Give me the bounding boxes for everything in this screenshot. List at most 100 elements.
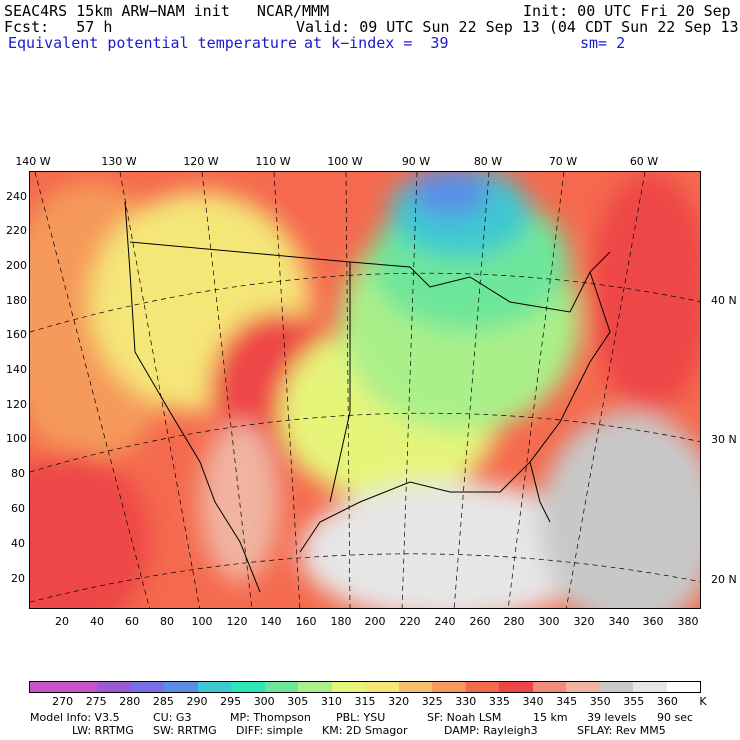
colorbar-label: 290 [186, 695, 208, 708]
colorbar-label: 315 [354, 695, 376, 708]
map-field [30, 172, 700, 608]
colorbar-label: 340 [522, 695, 544, 708]
colorbar-segment [432, 682, 466, 692]
y-tick: 80 [11, 467, 25, 480]
model-title: SEAC4RS 15km ARW−NAM init NCAR/MMM [4, 2, 330, 20]
theta-e-map [29, 171, 701, 609]
x-tick: 80 [160, 615, 174, 628]
colorbar-label: 330 [455, 695, 477, 708]
y-tick: 40 [11, 537, 25, 550]
init-time: Init: 00 UTC Fri 20 Sep 13 [523, 2, 740, 20]
atlantic-gray [540, 412, 700, 608]
x-tick: 380 [677, 615, 699, 628]
x-tick: 60 [125, 615, 139, 628]
lon-label: 100 W [327, 155, 363, 168]
colorbar-segment [599, 682, 633, 692]
colorbar-segment [63, 682, 97, 692]
x-tick: 360 [642, 615, 664, 628]
colorbar-segment [666, 682, 700, 692]
lat-label: 30 N [711, 433, 737, 446]
shortwave-scheme: SW: RRTMG [153, 724, 217, 737]
colorbar-segment [633, 682, 667, 692]
y-tick: 100 [6, 432, 27, 445]
lon-label: 110 W [255, 155, 291, 168]
colorbar-segment [398, 682, 432, 692]
forecast-hour: Fcst: 57 h [4, 18, 113, 36]
colorbar-label: 320 [388, 695, 410, 708]
x-tick: 340 [608, 615, 630, 628]
surface-scheme: SF: Noah LSM [427, 711, 502, 724]
x-tick: 180 [330, 615, 352, 628]
colorbar-label: 285 [152, 695, 174, 708]
atlantic-red [590, 172, 700, 412]
mexico-pink [200, 422, 280, 582]
colorbar-unit: K [699, 695, 707, 708]
colorbar-label: 280 [119, 695, 141, 708]
y-tick: 180 [6, 294, 27, 307]
colorbar-label: 360 [656, 695, 678, 708]
valid-time: Valid: 09 UTC Sun 22 Sep 13 (04 CDT Sun … [296, 18, 740, 36]
y-tick: 140 [6, 363, 27, 376]
x-tick: 220 [399, 615, 421, 628]
y-tick: 220 [6, 224, 27, 237]
x-tick: 120 [226, 615, 248, 628]
colorbar-label: 350 [589, 695, 611, 708]
graticule [30, 172, 700, 608]
y-tick: 240 [6, 190, 27, 203]
colorbar [29, 681, 701, 693]
vertical-levels: 39 levels [587, 711, 637, 724]
lon-label: 140 W [15, 155, 51, 168]
colorbar-segment [264, 682, 298, 692]
x-tick: 280 [503, 615, 525, 628]
colorbar-label: 310 [320, 695, 342, 708]
x-tick: 200 [364, 615, 386, 628]
canada-blue [410, 172, 490, 217]
colorbar-label: 355 [623, 695, 645, 708]
y-tick: 60 [11, 502, 25, 515]
colorbar-label: 300 [253, 695, 275, 708]
x-tick: 100 [191, 615, 213, 628]
x-tick: 160 [295, 615, 317, 628]
x-tick: 300 [538, 615, 560, 628]
colorbar-label: 270 [52, 695, 74, 708]
x-tick: 240 [434, 615, 456, 628]
x-tick: 140 [260, 615, 282, 628]
colorbar-segment [365, 682, 399, 692]
colorbar-label: 275 [85, 695, 107, 708]
colorbar-segment [30, 682, 64, 692]
level-info: at k−index = 39 [304, 34, 449, 52]
colorbar-segment [130, 682, 164, 692]
pbl-scheme: PBL: YSU [336, 711, 386, 724]
colorbar-segment [197, 682, 231, 692]
y-tick: 200 [6, 259, 27, 272]
colorbar-label: 335 [488, 695, 510, 708]
microphysics-scheme: MP: Thompson [230, 711, 311, 724]
colorbar-segment [465, 682, 499, 692]
colorbar-segment [231, 682, 265, 692]
field-name: Equivalent potential temperature [8, 34, 297, 52]
lon-label: 80 W [473, 155, 503, 168]
colorbar-segment [532, 682, 566, 692]
lon-label: 130 W [101, 155, 137, 168]
colorbar-label: 325 [421, 695, 443, 708]
model-info: Model Info: V3.5 [30, 711, 120, 724]
diffusion-option: DIFF: simple [236, 724, 304, 737]
colorbar-segment [499, 682, 533, 692]
y-tick: 20 [11, 572, 25, 585]
y-tick: 120 [6, 398, 27, 411]
colorbar-label: 305 [287, 695, 309, 708]
smoothing-info: sm= 2 [580, 34, 626, 52]
lat-label: 20 N [711, 573, 737, 586]
pacific-hot [30, 452, 150, 608]
colorbar-label: 295 [220, 695, 242, 708]
coastlines [124, 201, 611, 593]
surface-layer-option: SFLAY: Rev MM5 [577, 724, 666, 737]
x-tick: 40 [90, 615, 104, 628]
cumulus-scheme: CU: G3 [153, 711, 192, 724]
x-tick: 260 [469, 615, 491, 628]
longwave-scheme: LW: RRTMG [72, 724, 134, 737]
timestep: 90 sec [657, 711, 694, 724]
lon-label: 60 W [629, 155, 659, 168]
colorbar-segment [566, 682, 600, 692]
x-tick: 20 [55, 615, 69, 628]
